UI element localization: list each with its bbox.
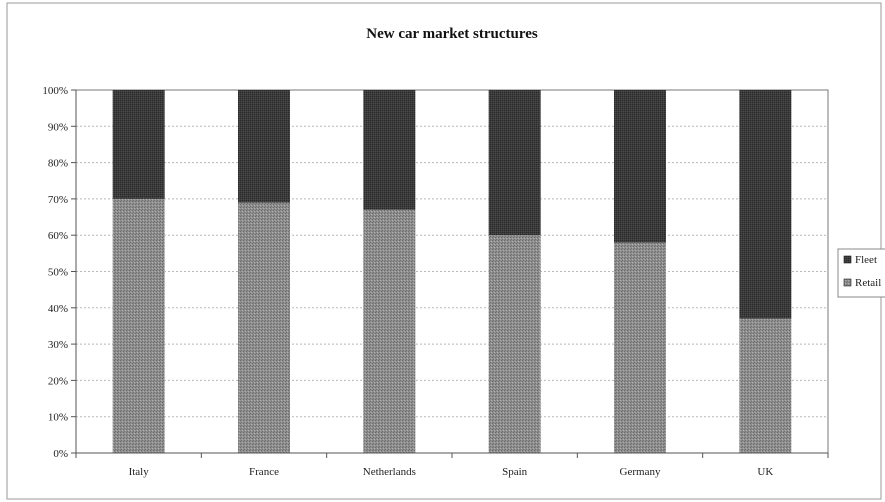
bar-fleet-france [238, 90, 290, 203]
x-tick-label: Italy [129, 466, 150, 478]
bar-retail-netherlands [363, 209, 416, 453]
y-tick-label: 70% [48, 194, 68, 206]
x-tick-label: Germany [620, 466, 661, 478]
y-tick-label: 100% [42, 85, 68, 97]
y-tick-label: 50% [48, 267, 68, 279]
legend-swatch-retail [843, 278, 852, 287]
bar-fleet-uk [739, 90, 792, 319]
y-tick-label: 10% [48, 412, 68, 424]
legend-label-fleet: Fleet [855, 254, 877, 266]
legend-swatch-fleet [843, 255, 852, 264]
x-tick-label: Netherlands [363, 466, 416, 478]
bar-fleet-italy [112, 90, 165, 199]
y-tick-label: 30% [48, 339, 68, 351]
bar-retail-spain [488, 235, 541, 453]
bar-retail-italy [112, 198, 165, 453]
y-tick-label: 40% [48, 303, 68, 315]
y-tick-label: 90% [48, 121, 68, 133]
gridlines [76, 125, 828, 418]
y-tick-label: 80% [48, 158, 68, 170]
bar-fleet-spain [488, 90, 541, 236]
bar-retail-france [238, 202, 290, 453]
legend: Fleet Retail [837, 248, 885, 298]
bar-retail-uk [739, 318, 792, 453]
y-tick-label: 0% [53, 448, 68, 460]
chart-title: New car market structures [366, 26, 538, 42]
x-tick-label: Spain [502, 466, 528, 478]
bar-fleet-netherlands [363, 90, 416, 210]
legend-label-retail: Retail [855, 277, 881, 289]
y-axis: 0% 10% 20% 30% 40% 50% 60% 70% 80% 90% 100% [42, 85, 77, 460]
bar-fleet-germany [614, 90, 666, 243]
bars [112, 90, 792, 453]
x-tick-label: UK [757, 466, 773, 478]
bar-retail-germany [614, 242, 666, 453]
y-tick-label: 60% [48, 230, 68, 242]
x-tick-label: France [249, 466, 279, 478]
x-axis: Italy France Netherlands Spain Germany UK [75, 452, 829, 478]
y-tick-label: 20% [48, 375, 68, 387]
